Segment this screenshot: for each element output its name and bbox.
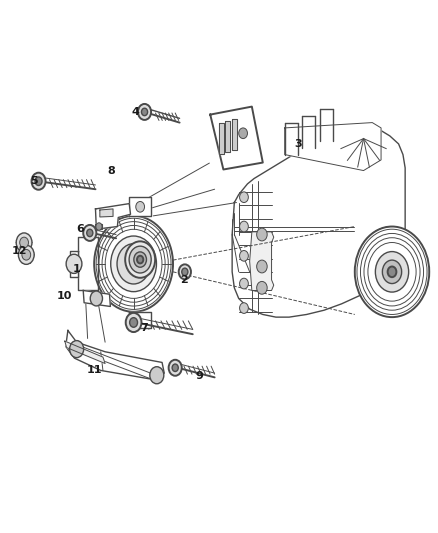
Circle shape [125, 241, 155, 278]
Circle shape [382, 260, 402, 284]
Circle shape [117, 244, 150, 284]
Circle shape [257, 260, 267, 273]
Polygon shape [83, 290, 110, 306]
Text: 3: 3 [294, 139, 302, 149]
Polygon shape [66, 330, 164, 379]
Circle shape [66, 254, 82, 273]
Polygon shape [70, 251, 78, 277]
Circle shape [240, 251, 248, 261]
Text: 8: 8 [108, 166, 116, 175]
Text: 1: 1 [73, 264, 81, 274]
Circle shape [388, 266, 396, 277]
Circle shape [70, 341, 84, 358]
Text: 2: 2 [180, 275, 188, 285]
Polygon shape [219, 123, 224, 154]
Text: 7: 7 [141, 323, 148, 333]
Polygon shape [100, 209, 113, 217]
Polygon shape [95, 204, 131, 229]
Text: 12: 12 [12, 246, 28, 255]
Circle shape [182, 268, 188, 276]
Circle shape [169, 360, 182, 376]
Circle shape [179, 264, 191, 279]
Circle shape [111, 236, 156, 292]
Circle shape [32, 173, 46, 190]
Polygon shape [95, 224, 102, 229]
Circle shape [16, 233, 32, 252]
Circle shape [129, 246, 151, 273]
Polygon shape [250, 232, 274, 290]
Polygon shape [129, 312, 151, 328]
Circle shape [22, 249, 31, 260]
Text: 4: 4 [132, 107, 140, 117]
Circle shape [172, 364, 178, 372]
Text: 9: 9 [195, 371, 203, 381]
Text: 11: 11 [86, 366, 102, 375]
Polygon shape [232, 119, 237, 150]
Circle shape [257, 228, 267, 241]
Circle shape [240, 278, 248, 289]
Circle shape [137, 256, 143, 263]
Circle shape [126, 313, 141, 332]
Circle shape [375, 252, 409, 292]
Text: 5: 5 [30, 176, 38, 186]
Circle shape [141, 108, 148, 116]
Circle shape [83, 225, 96, 241]
Polygon shape [285, 123, 381, 171]
Text: 10: 10 [57, 291, 73, 301]
Text: 6: 6 [76, 224, 84, 234]
Circle shape [35, 177, 42, 185]
Circle shape [240, 303, 248, 313]
Circle shape [240, 221, 248, 232]
Polygon shape [232, 128, 405, 317]
Circle shape [150, 367, 164, 384]
Circle shape [96, 223, 102, 230]
Circle shape [130, 318, 138, 327]
Circle shape [134, 252, 146, 267]
Circle shape [136, 201, 145, 212]
Circle shape [355, 227, 429, 317]
Circle shape [239, 128, 247, 139]
Polygon shape [78, 238, 98, 290]
Polygon shape [210, 107, 263, 169]
Polygon shape [65, 341, 105, 364]
Polygon shape [225, 121, 230, 152]
Circle shape [90, 291, 102, 306]
Circle shape [240, 192, 248, 203]
Circle shape [138, 104, 151, 120]
Circle shape [257, 281, 267, 294]
Circle shape [18, 245, 34, 264]
Polygon shape [129, 197, 151, 216]
Circle shape [94, 216, 173, 312]
Circle shape [87, 229, 93, 237]
Circle shape [20, 237, 28, 248]
